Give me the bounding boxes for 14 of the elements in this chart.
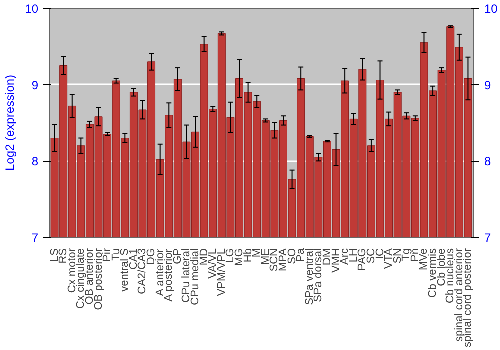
y2-tick-label: 7 bbox=[484, 231, 492, 245]
y-axis-title: Log2 (expression) bbox=[3, 74, 18, 172]
x-tick-label: spinal cord posterior bbox=[462, 248, 474, 348]
x-tick-label: Tg bbox=[400, 248, 413, 262]
y2-tick-label: 9 bbox=[484, 78, 492, 92]
y2-tick-label: 8 bbox=[484, 154, 492, 169]
y2-tick-label: 10 bbox=[484, 2, 498, 16]
y-tick-label: 9 bbox=[32, 78, 39, 92]
x-tick-label: A posterior bbox=[163, 248, 176, 302]
x-tick-label: RS bbox=[58, 248, 70, 264]
y-tick-label: 7 bbox=[32, 231, 39, 245]
x-tick-label: DM bbox=[321, 248, 334, 266]
y-tick-label: 10 bbox=[25, 2, 39, 16]
y-tick-label: 8 bbox=[32, 154, 39, 169]
